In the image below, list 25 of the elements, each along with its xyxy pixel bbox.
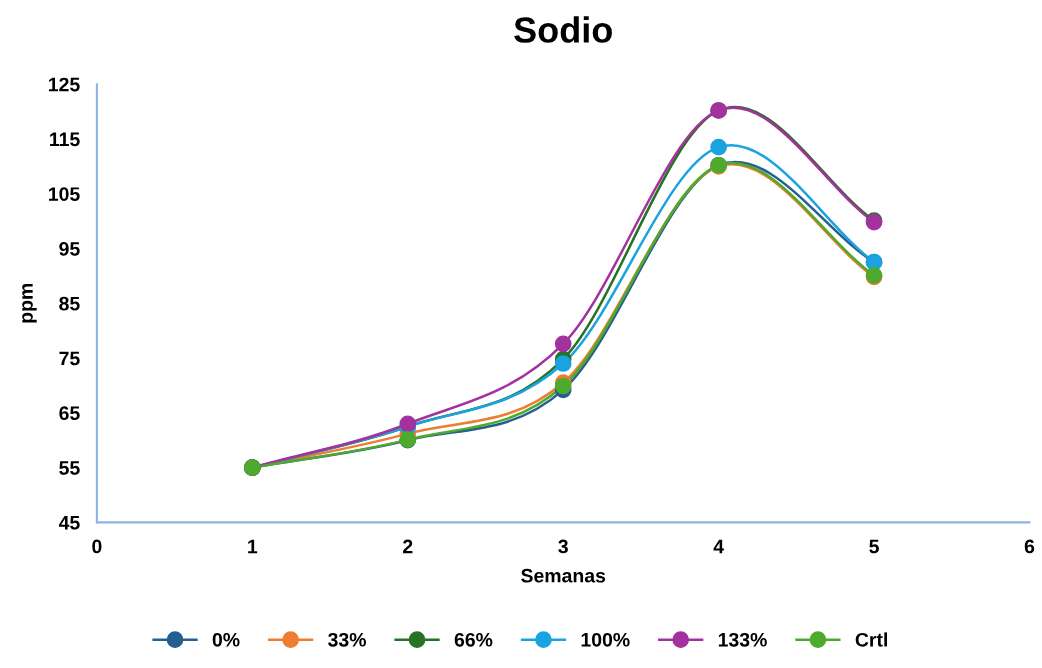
y-tick-label: 65 <box>59 406 80 421</box>
legend-label: 133% <box>718 632 767 647</box>
legend-label: 66% <box>454 632 493 647</box>
x-tick-label: 5 <box>869 539 879 554</box>
y-tick-label: 55 <box>59 461 80 475</box>
y-tick-label: 125 <box>49 77 80 92</box>
legend-label: 100% <box>581 632 630 647</box>
y-tick-label: 105 <box>49 187 80 201</box>
chart-title: Sodio <box>514 16 612 43</box>
legend-label: Crtl <box>855 632 887 647</box>
x-tick-label: 4 <box>713 539 724 554</box>
x-tick-label: 1 <box>248 539 258 554</box>
x-axis-title: Semanas <box>521 568 606 583</box>
y-tick-label: 45 <box>58 516 80 530</box>
y-tick-label: 95 <box>59 241 80 256</box>
legend-label: 33% <box>328 632 366 647</box>
x-tick-label: 2 <box>403 539 413 554</box>
x-tick-label: 3 <box>558 539 568 554</box>
legend-label: 0% <box>212 632 240 647</box>
x-tick-label: 6 <box>1024 539 1035 554</box>
y-tick-label: 85 <box>59 296 80 311</box>
y-tick-label: 115 <box>50 132 80 147</box>
x-tick-label: 0 <box>92 539 102 554</box>
y-axis-title: ppm <box>22 283 37 323</box>
y-tick-label: 75 <box>59 351 80 366</box>
